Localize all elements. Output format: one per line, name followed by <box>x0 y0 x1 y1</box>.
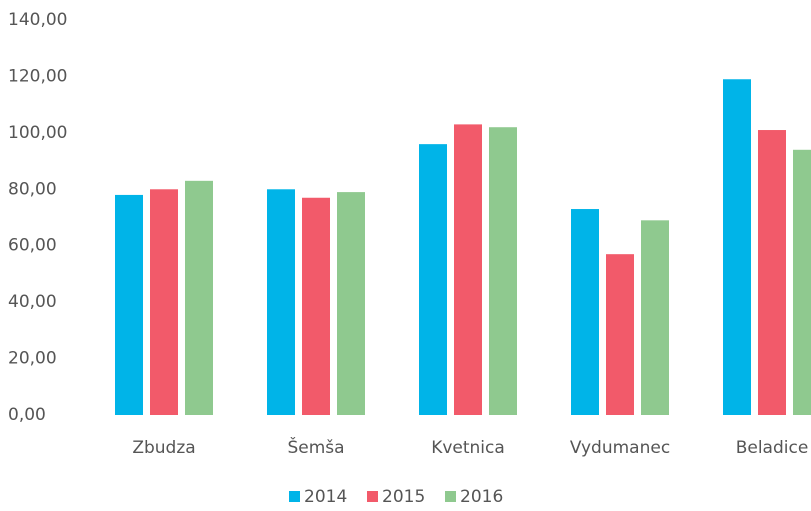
y-tick-label: 0,00 <box>8 405 46 425</box>
y-tick-label: 80,00 <box>8 179 57 199</box>
legend-swatch <box>445 491 456 502</box>
bar <box>337 192 365 415</box>
bar <box>758 130 786 416</box>
x-tick-label: Zbudza <box>132 438 195 458</box>
bar <box>723 79 751 415</box>
bar <box>185 180 213 415</box>
bar <box>571 209 599 415</box>
legend-swatch <box>289 491 300 502</box>
x-tick-label: Beladice <box>736 438 809 458</box>
bar <box>267 189 295 415</box>
x-tick-label: Vydumanec <box>570 438 670 458</box>
legend-label: 2015 <box>382 487 425 507</box>
x-tick-label: Šemša <box>287 436 344 458</box>
bar <box>454 124 482 416</box>
bar <box>793 149 811 416</box>
y-tick-label: 60,00 <box>8 236 57 256</box>
x-tick-label: Kvetnica <box>431 438 505 458</box>
y-tick-label: 20,00 <box>8 349 57 369</box>
legend-label: 2016 <box>460 487 503 507</box>
bar <box>115 194 143 415</box>
bar <box>489 127 517 415</box>
legend-label: 2014 <box>304 487 347 507</box>
bar <box>419 144 447 415</box>
bar <box>641 220 669 415</box>
y-tick-label: 100,00 <box>8 123 67 143</box>
y-tick-label: 140,00 <box>8 10 67 30</box>
y-tick-label: 40,00 <box>8 292 57 312</box>
y-tick-label: 120,00 <box>8 66 67 86</box>
bar <box>302 197 330 415</box>
legend-swatch <box>367 491 378 502</box>
bar <box>606 254 634 415</box>
bar <box>150 189 178 415</box>
